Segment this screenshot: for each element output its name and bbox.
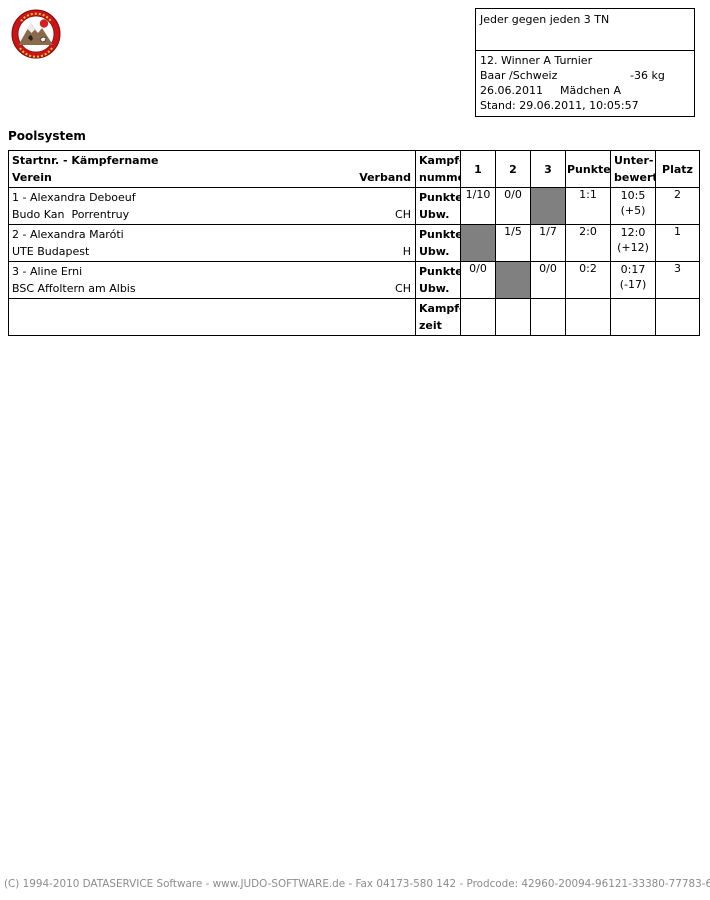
pool-type: Jeder gegen jeden 3 TN [480, 13, 610, 26]
match2-result: 1/5 [495, 224, 531, 262]
column-header-platz: Platz [655, 150, 700, 188]
row-label-punkte-ubw: Punkte Ubw. [415, 187, 461, 225]
fighter-club: BSC Affoltern am Albis [12, 282, 136, 295]
fighter-verband: H [402, 245, 411, 258]
kampfzeit-row: Kampf- zeit [8, 298, 700, 336]
column-header-kampfnummer: Kampf- nummer [415, 150, 461, 188]
platz-value: 3 [655, 261, 700, 299]
tournament-info-box: Jeder gegen jeden 3 TN 12. Winner A Turn… [475, 8, 695, 117]
row-label-punkte-ubw: Punkte Ubw. [415, 224, 461, 262]
match3-result: 0/0 [530, 261, 566, 299]
kampfzeit-match3 [530, 298, 566, 336]
tournament-date: 26.06.2011 [480, 84, 543, 97]
blocked-cell [530, 187, 566, 225]
page-title: Poolsystem [8, 129, 86, 143]
empty-spacer-cell [8, 298, 416, 336]
fighter-name: 1 - Alexandra Deboeuf [12, 191, 136, 204]
tournament-location: Baar /Schweiz [480, 69, 558, 82]
fighter-cell: 1 - Alexandra Deboeuf Budo Kan Porrentru… [8, 187, 416, 225]
column-header-match1: 1 [460, 150, 496, 188]
punkte-value: 0:2 [565, 261, 611, 299]
empty-spacer-cell [610, 298, 656, 336]
fighter-name: 3 - Aline Erni [12, 265, 83, 278]
platz-value: 2 [655, 187, 700, 225]
club-badge-logo [11, 9, 61, 59]
copyright-footer: (C) 1994-2010 DATASERVICE Software - www… [4, 878, 710, 890]
kampfzeit-match1 [460, 298, 496, 336]
header-row: Startnr. - Kämpfername Verein Verband Ka… [8, 150, 700, 188]
row-label-kampfzeit: Kampf- zeit [415, 298, 461, 336]
judoka-figure-icon [39, 36, 47, 43]
match1-result: 1/10 [460, 187, 496, 225]
blocked-cell [460, 224, 496, 262]
unterbewertg-value: 0:17 (-17) [610, 261, 656, 299]
pool-table: Startnr. - Kämpfername Verein Verband Ka… [8, 150, 700, 336]
match2-result: 0/0 [495, 187, 531, 225]
column-header-unterbewertg: Unter- bewertg [610, 150, 656, 188]
punkte-value: 2:0 [565, 224, 611, 262]
stand-timestamp: Stand: 29.06.2011, 10:05:57 [480, 99, 639, 112]
sun-icon [39, 19, 49, 28]
judoka-figure-icon [28, 35, 33, 41]
age-category: Mädchen A [560, 84, 621, 97]
fighter-cell: 3 - Aline Erni BSC Affoltern am Albis CH [8, 261, 416, 299]
unterbewertg-value: 12:0 (+12) [610, 224, 656, 262]
unterbewertg-value: 10:5 (+5) [610, 187, 656, 225]
table-row: 3 - Aline Erni BSC Affoltern am Albis CH… [8, 261, 700, 299]
table-row: 2 - Alexandra Maróti UTE Budapest H Punk… [8, 224, 700, 262]
fighter-club: Budo Kan Porrentruy [12, 208, 130, 221]
fighter-club: UTE Budapest [12, 245, 90, 258]
fighter-verband: CH [395, 208, 411, 221]
kampfzeit-match2 [495, 298, 531, 336]
punkte-value: 1:1 [565, 187, 611, 225]
table-row: 1 - Alexandra Deboeuf Budo Kan Porrentru… [8, 187, 700, 225]
match1-result: 0/0 [460, 261, 496, 299]
platz-value: 1 [655, 224, 700, 262]
weight-class: -36 kg [630, 69, 665, 82]
column-header-match3: 3 [530, 150, 566, 188]
tournament-name: 12. Winner A Turnier [480, 54, 593, 67]
fighter-name: 2 - Alexandra Maróti [12, 228, 124, 241]
row-label-punkte-ubw: Punkte Ubw. [415, 261, 461, 299]
fighter-verband: CH [395, 282, 411, 295]
column-header-fighter: Startnr. - Kämpfername Verein Verband [8, 150, 416, 188]
blocked-cell [495, 261, 531, 299]
empty-spacer-cell [565, 298, 611, 336]
column-header-punkte: Punkte [565, 150, 611, 188]
fighter-cell: 2 - Alexandra Maróti UTE Budapest H [8, 224, 416, 262]
match3-result: 1/7 [530, 224, 566, 262]
empty-spacer-cell [655, 298, 700, 336]
column-header-match2: 2 [495, 150, 531, 188]
